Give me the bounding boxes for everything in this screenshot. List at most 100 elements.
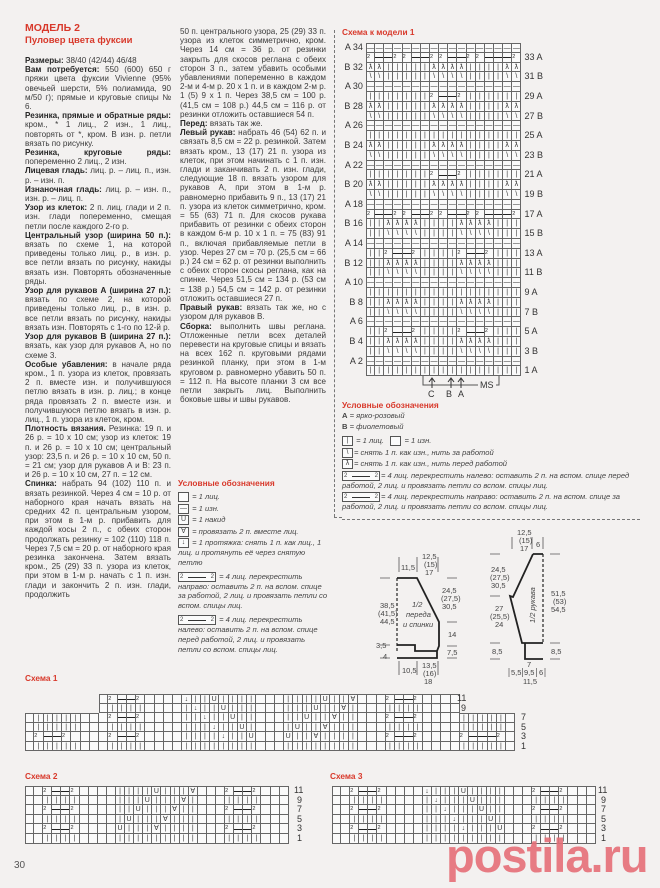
chart-row: — — — — — — — — — — — — — — — — — A 26 [345, 121, 522, 132]
body-schematic: 11,5 12,5 (15) 17 24,5 (27,5) 30,5 14 7,… [376, 552, 461, 686]
stitch-cell: | [411, 111, 421, 122]
stitch-cell: | [503, 219, 513, 230]
stitch-cell: | [493, 170, 504, 181]
dim-bottom: 7 [527, 660, 531, 669]
cable-cell [384, 52, 394, 63]
stitch-cell: — [393, 121, 403, 132]
purl-dash-icon: — [178, 503, 189, 514]
stitch-cell: | [439, 366, 449, 377]
stitch-cell: ƛ [484, 219, 494, 230]
stitch-cell: | [395, 703, 405, 713]
stitch-cell [422, 732, 432, 742]
chart-row: — — — — — — — — — — — — — — — — — A 2 [350, 356, 522, 367]
stitch-cell [404, 805, 414, 815]
stitch-cell: | [486, 795, 496, 806]
stitch-cell [88, 786, 98, 796]
row-label: B 8 [349, 296, 363, 307]
stitch-cell: | [384, 150, 394, 161]
stitch-cell [173, 722, 183, 732]
stitch-cell [206, 833, 216, 844]
stitch-cell: 2 [252, 786, 262, 796]
stitch-cell: U [115, 824, 126, 834]
stitch-cell: | [311, 713, 321, 723]
stitch-cell [568, 786, 578, 796]
stitch-cell [279, 824, 289, 834]
stitch-cell [44, 704, 53, 714]
stitch-cell: | [484, 287, 494, 298]
stitch-cell [332, 786, 342, 796]
stitch-cell: | [71, 713, 81, 723]
legend-text: = 1 накид [192, 515, 226, 524]
paragraph-lead: Лицевая гладь: [25, 166, 88, 176]
stitch-cell: U [237, 722, 247, 732]
stitch-cell [261, 833, 271, 844]
stitch-cell [173, 741, 183, 751]
stitch-cell: — [402, 317, 412, 328]
stitch-cell [71, 704, 80, 714]
stitch-cell [197, 786, 207, 796]
stitch-cell: | [503, 229, 513, 239]
stitch-cell: 2 [225, 786, 235, 796]
stitch-cell: \ [393, 268, 403, 279]
stitch-cell: — [512, 82, 522, 92]
stitch-cell [577, 795, 587, 806]
piece-label: и спинки [403, 620, 434, 629]
stitch-cell [89, 741, 99, 751]
stitch-cell [261, 805, 271, 815]
stitch-cell: | [450, 824, 460, 834]
stitch-cell: 2 [70, 805, 80, 815]
stitch-cell: | [136, 741, 146, 751]
stitch-cell: | [368, 814, 378, 825]
stitch-cell: — [439, 317, 449, 328]
cable-cell [493, 209, 504, 220]
k2tog-icon: ∀ [178, 526, 189, 537]
stitch-cell: — [466, 238, 476, 249]
chart-row: | | \ \ \ \ | | | | \ \ \ \ | | | 11 B [366, 268, 542, 279]
stitch-cell: \ [411, 346, 421, 357]
chart-row: \ \ | | | | | \ \ \ \ | | | | \ \ 23 B [366, 150, 543, 161]
dim-right: (53) [553, 597, 567, 606]
stitch-cell: | [432, 833, 442, 844]
stitch-cell: — [475, 82, 485, 92]
stitch-cell [88, 824, 98, 834]
stitch-cell [215, 805, 226, 815]
stitch-cell [522, 786, 533, 796]
stitch-cell: 2 [108, 732, 118, 742]
cable-cell [475, 327, 485, 337]
dim-top-mid: (15) [424, 560, 438, 569]
stitch-cell [261, 795, 271, 806]
stitch-cell: | [484, 189, 494, 200]
stitch-cell: | [413, 722, 423, 732]
stitch-cell: \ [402, 307, 412, 318]
stitch-cell [386, 824, 396, 834]
stitch-cell: ƛ [402, 258, 412, 269]
stitch-cell: | [385, 741, 395, 751]
stitch-cell [367, 703, 377, 713]
cable-cell [234, 805, 244, 815]
stitch-cell [163, 722, 173, 732]
stitch-cell [81, 704, 90, 714]
stitch-cell [270, 786, 280, 796]
stitch-cell: — [484, 43, 494, 53]
stitch-cell [577, 786, 587, 796]
stitch-cell [358, 722, 368, 732]
stitch-cell: | [468, 805, 478, 815]
stitch-cell [79, 786, 89, 796]
chart-row: 2 2 U | | | ∀ | | | | 2 2 [25, 824, 289, 834]
paragraph-text: вязать по схеме 2, на которой приведены … [25, 295, 171, 332]
stitch-cell [25, 722, 35, 732]
stitch-cell: ∀ [179, 795, 189, 806]
stitch-cell: — [457, 238, 467, 249]
chart-row: ƛ ƛ | | | | | ƛ ƛ ƛ ƛ | | | | ƛ ƛ B 24 [344, 140, 522, 151]
stitch-cell: | [459, 741, 469, 751]
stitch-cell: | [439, 219, 449, 230]
stitch-cell [404, 833, 414, 844]
stitch-cell: U [134, 805, 144, 815]
stitch-cell [450, 722, 460, 732]
stitch-cell: | [375, 268, 385, 279]
stitch-cell: — [457, 43, 467, 53]
cable-cell [439, 91, 449, 102]
stitch-cell: | [420, 268, 430, 279]
stitch-cell: — [402, 160, 412, 171]
